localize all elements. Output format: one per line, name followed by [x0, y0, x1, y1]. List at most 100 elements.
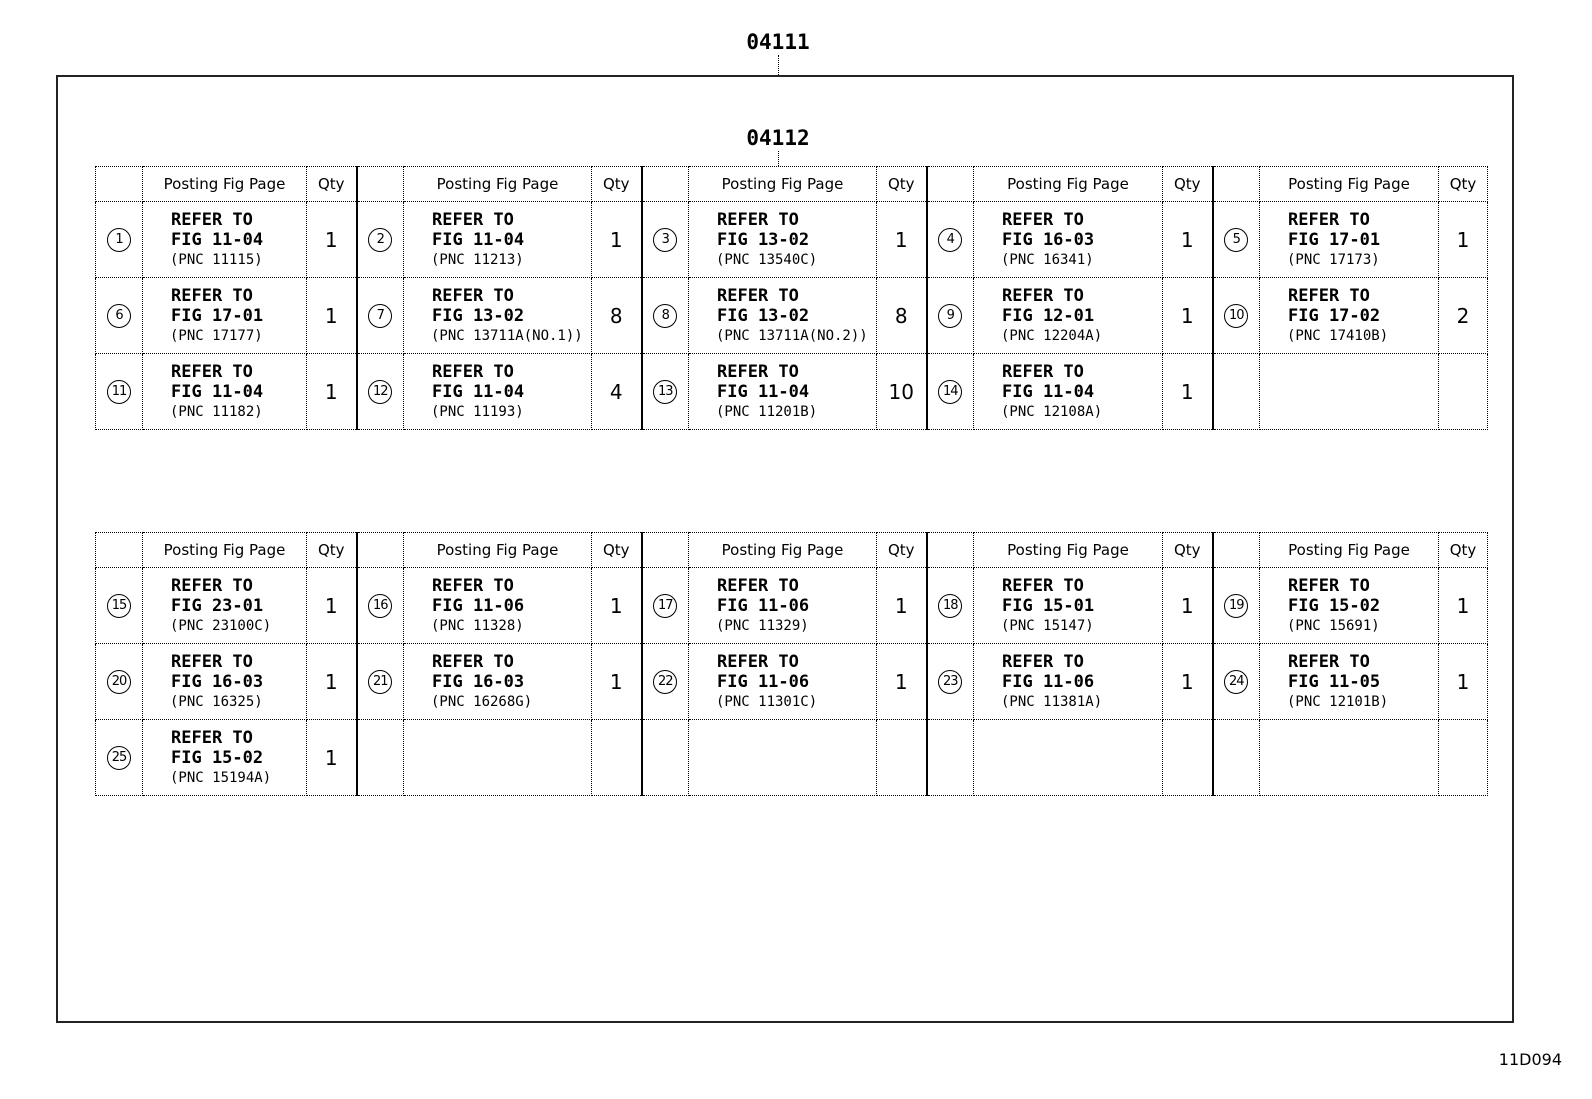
reference-table-2: Posting Fig Page Qty Posting Fig Page Qty Po… [95, 532, 1488, 796]
qty-cell: 1 [1162, 201, 1213, 278]
qty-cell: 10 [876, 353, 927, 430]
refer-to-text: REFER TO [717, 651, 799, 672]
pnc-code: (PNC 15147) [1001, 617, 1094, 634]
reference-cell[interactable]: REFER TO FIG 11-04 (PNC 12108A) [973, 353, 1163, 430]
table-row: 20 REFER TO FIG 16-03 (PNC 16325) 1 21 REFER T… [95, 643, 1488, 720]
callout-number: 22 [653, 669, 678, 694]
empty-cell [591, 719, 642, 796]
reference-cell[interactable]: REFER TO FIG 13-02 (PNC 13711A(NO.2)) [688, 277, 877, 354]
qty-cell: 8 [876, 277, 927, 354]
qty-cell: 1 [1162, 277, 1213, 354]
header-row: Posting Fig Page Qty Posting Fig Page Qty Po… [95, 532, 1488, 568]
callout-cell: 25 [95, 719, 143, 796]
reference-cell[interactable]: REFER TO FIG 16-03 (PNC 16268G) [403, 643, 592, 720]
callout-number: 21 [368, 669, 393, 694]
reference-cell[interactable]: REFER TO FIG 15-02 (PNC 15691) [1259, 567, 1439, 644]
fig-reference: FIG 11-04 [432, 229, 525, 250]
reference-cell[interactable]: REFER TO FIG 11-06 (PNC 11329) [688, 567, 877, 644]
reference-cell[interactable]: REFER TO FIG 11-04 (PNC 11115) [142, 201, 307, 278]
header-qty: Qty [306, 166, 357, 202]
pnc-code: (PNC 11182) [170, 403, 263, 420]
empty-cell [1211, 353, 1260, 430]
header-row: Posting Fig Page Qty Posting Fig Page Qty Po… [95, 166, 1488, 202]
empty-cell [640, 719, 689, 796]
qty-cell: 1 [1438, 643, 1488, 720]
pnc-code: (PNC 11213) [431, 251, 524, 268]
header-qty: Qty [1162, 532, 1213, 568]
callout-cell: 9 [925, 277, 974, 354]
callout-cell: 4 [925, 201, 974, 278]
reference-cell[interactable]: REFER TO FIG 13-02 (PNC 13540C) [688, 201, 877, 278]
header-qty: Qty [1438, 532, 1488, 568]
pnc-code: (PNC 13711A(NO.2)) [716, 327, 868, 344]
reference-cell[interactable]: REFER TO FIG 13-02 (PNC 13711A(NO.1)) [403, 277, 592, 354]
empty-cell [1438, 353, 1488, 430]
header-index [1211, 166, 1260, 202]
reference-cell[interactable]: REFER TO FIG 11-06 (PNC 11328) [403, 567, 592, 644]
reference-cell[interactable]: REFER TO FIG 16-03 (PNC 16325) [142, 643, 307, 720]
header-index [1211, 532, 1260, 568]
callout-number: 17 [653, 593, 678, 618]
pnc-code: (PNC 11381A) [1001, 693, 1103, 710]
pnc-code: (PNC 13711A(NO.1)) [431, 327, 583, 344]
reference-cell[interactable]: REFER TO FIG 12-01 (PNC 12204A) [973, 277, 1163, 354]
qty-cell: 1 [1438, 567, 1488, 644]
empty-cell [1259, 719, 1439, 796]
fig-reference: FIG 15-02 [1288, 595, 1381, 616]
reference-cell[interactable]: REFER TO FIG 11-04 (PNC 11201B) [688, 353, 877, 430]
pnc-code: (PNC 17410B) [1287, 327, 1389, 344]
callout-number: 6 [107, 303, 131, 328]
qty-cell: 1 [876, 643, 927, 720]
reference-cell[interactable]: REFER TO FIG 11-04 (PNC 11213) [403, 201, 592, 278]
reference-cell[interactable]: REFER TO FIG 23-01 (PNC 23100C) [142, 567, 307, 644]
reference-cell[interactable]: REFER TO FIG 11-06 (PNC 11381A) [973, 643, 1163, 720]
fig-reference: FIG 15-01 [1002, 595, 1095, 616]
pnc-code: (PNC 11301C) [716, 693, 818, 710]
reference-cell[interactable]: REFER TO FIG 11-05 (PNC 12101B) [1259, 643, 1439, 720]
empty-cell [876, 719, 927, 796]
pnc-code: (PNC 11328) [431, 617, 524, 634]
callout-number: 7 [368, 303, 393, 328]
qty-cell: 1 [306, 201, 357, 278]
callout-number: 12 [368, 379, 393, 404]
refer-to-text: REFER TO [432, 209, 514, 230]
reference-cell[interactable]: REFER TO FIG 17-01 (PNC 17173) [1259, 201, 1439, 278]
header-posting: Posting Fig Page [973, 166, 1163, 202]
pnc-code: (PNC 13540C) [716, 251, 818, 268]
header-qty: Qty [876, 532, 927, 568]
header-index [925, 166, 974, 202]
reference-cell[interactable]: REFER TO FIG 15-02 (PNC 15194A) [142, 719, 307, 796]
qty-cell: 1 [306, 719, 357, 796]
header-qty: Qty [591, 532, 642, 568]
reference-cell[interactable]: REFER TO FIG 17-01 (PNC 17177) [142, 277, 307, 354]
refer-to-text: REFER TO [717, 361, 799, 382]
reference-cell[interactable]: REFER TO FIG 15-01 (PNC 15147) [973, 567, 1163, 644]
reference-cell[interactable]: REFER TO FIG 17-02 (PNC 17410B) [1259, 277, 1439, 354]
assembly-label-04111: 04111 [746, 30, 810, 54]
qty-cell: 1 [876, 201, 927, 278]
fig-reference: FIG 12-01 [1002, 305, 1095, 326]
qty-cell: 1 [876, 567, 927, 644]
callout-cell: 2 [355, 201, 404, 278]
callout-cell: 20 [95, 643, 143, 720]
pnc-code: (PNC 12204A) [1001, 327, 1103, 344]
reference-cell[interactable]: REFER TO FIG 16-03 (PNC 16341) [973, 201, 1163, 278]
callout-number: 20 [107, 669, 131, 694]
callout-number: 4 [938, 227, 963, 252]
refer-to-text: REFER TO [432, 575, 514, 596]
empty-cell [1162, 719, 1213, 796]
refer-to-text: REFER TO [1002, 285, 1084, 306]
reference-cell[interactable]: REFER TO FIG 11-04 (PNC 11193) [403, 353, 592, 430]
header-index [925, 532, 974, 568]
qty-cell: 1 [1438, 201, 1488, 278]
pnc-code: (PNC 17173) [1287, 251, 1380, 268]
reference-cell[interactable]: REFER TO FIG 11-04 (PNC 11182) [142, 353, 307, 430]
header-qty: Qty [306, 532, 357, 568]
header-qty: Qty [591, 166, 642, 202]
qty-cell: 1 [306, 567, 357, 644]
callout-cell: 17 [640, 567, 689, 644]
reference-cell[interactable]: REFER TO FIG 11-06 (PNC 11301C) [688, 643, 877, 720]
callout-number: 2 [368, 227, 393, 252]
pnc-code: (PNC 11201B) [716, 403, 818, 420]
pnc-code: (PNC 15691) [1287, 617, 1380, 634]
